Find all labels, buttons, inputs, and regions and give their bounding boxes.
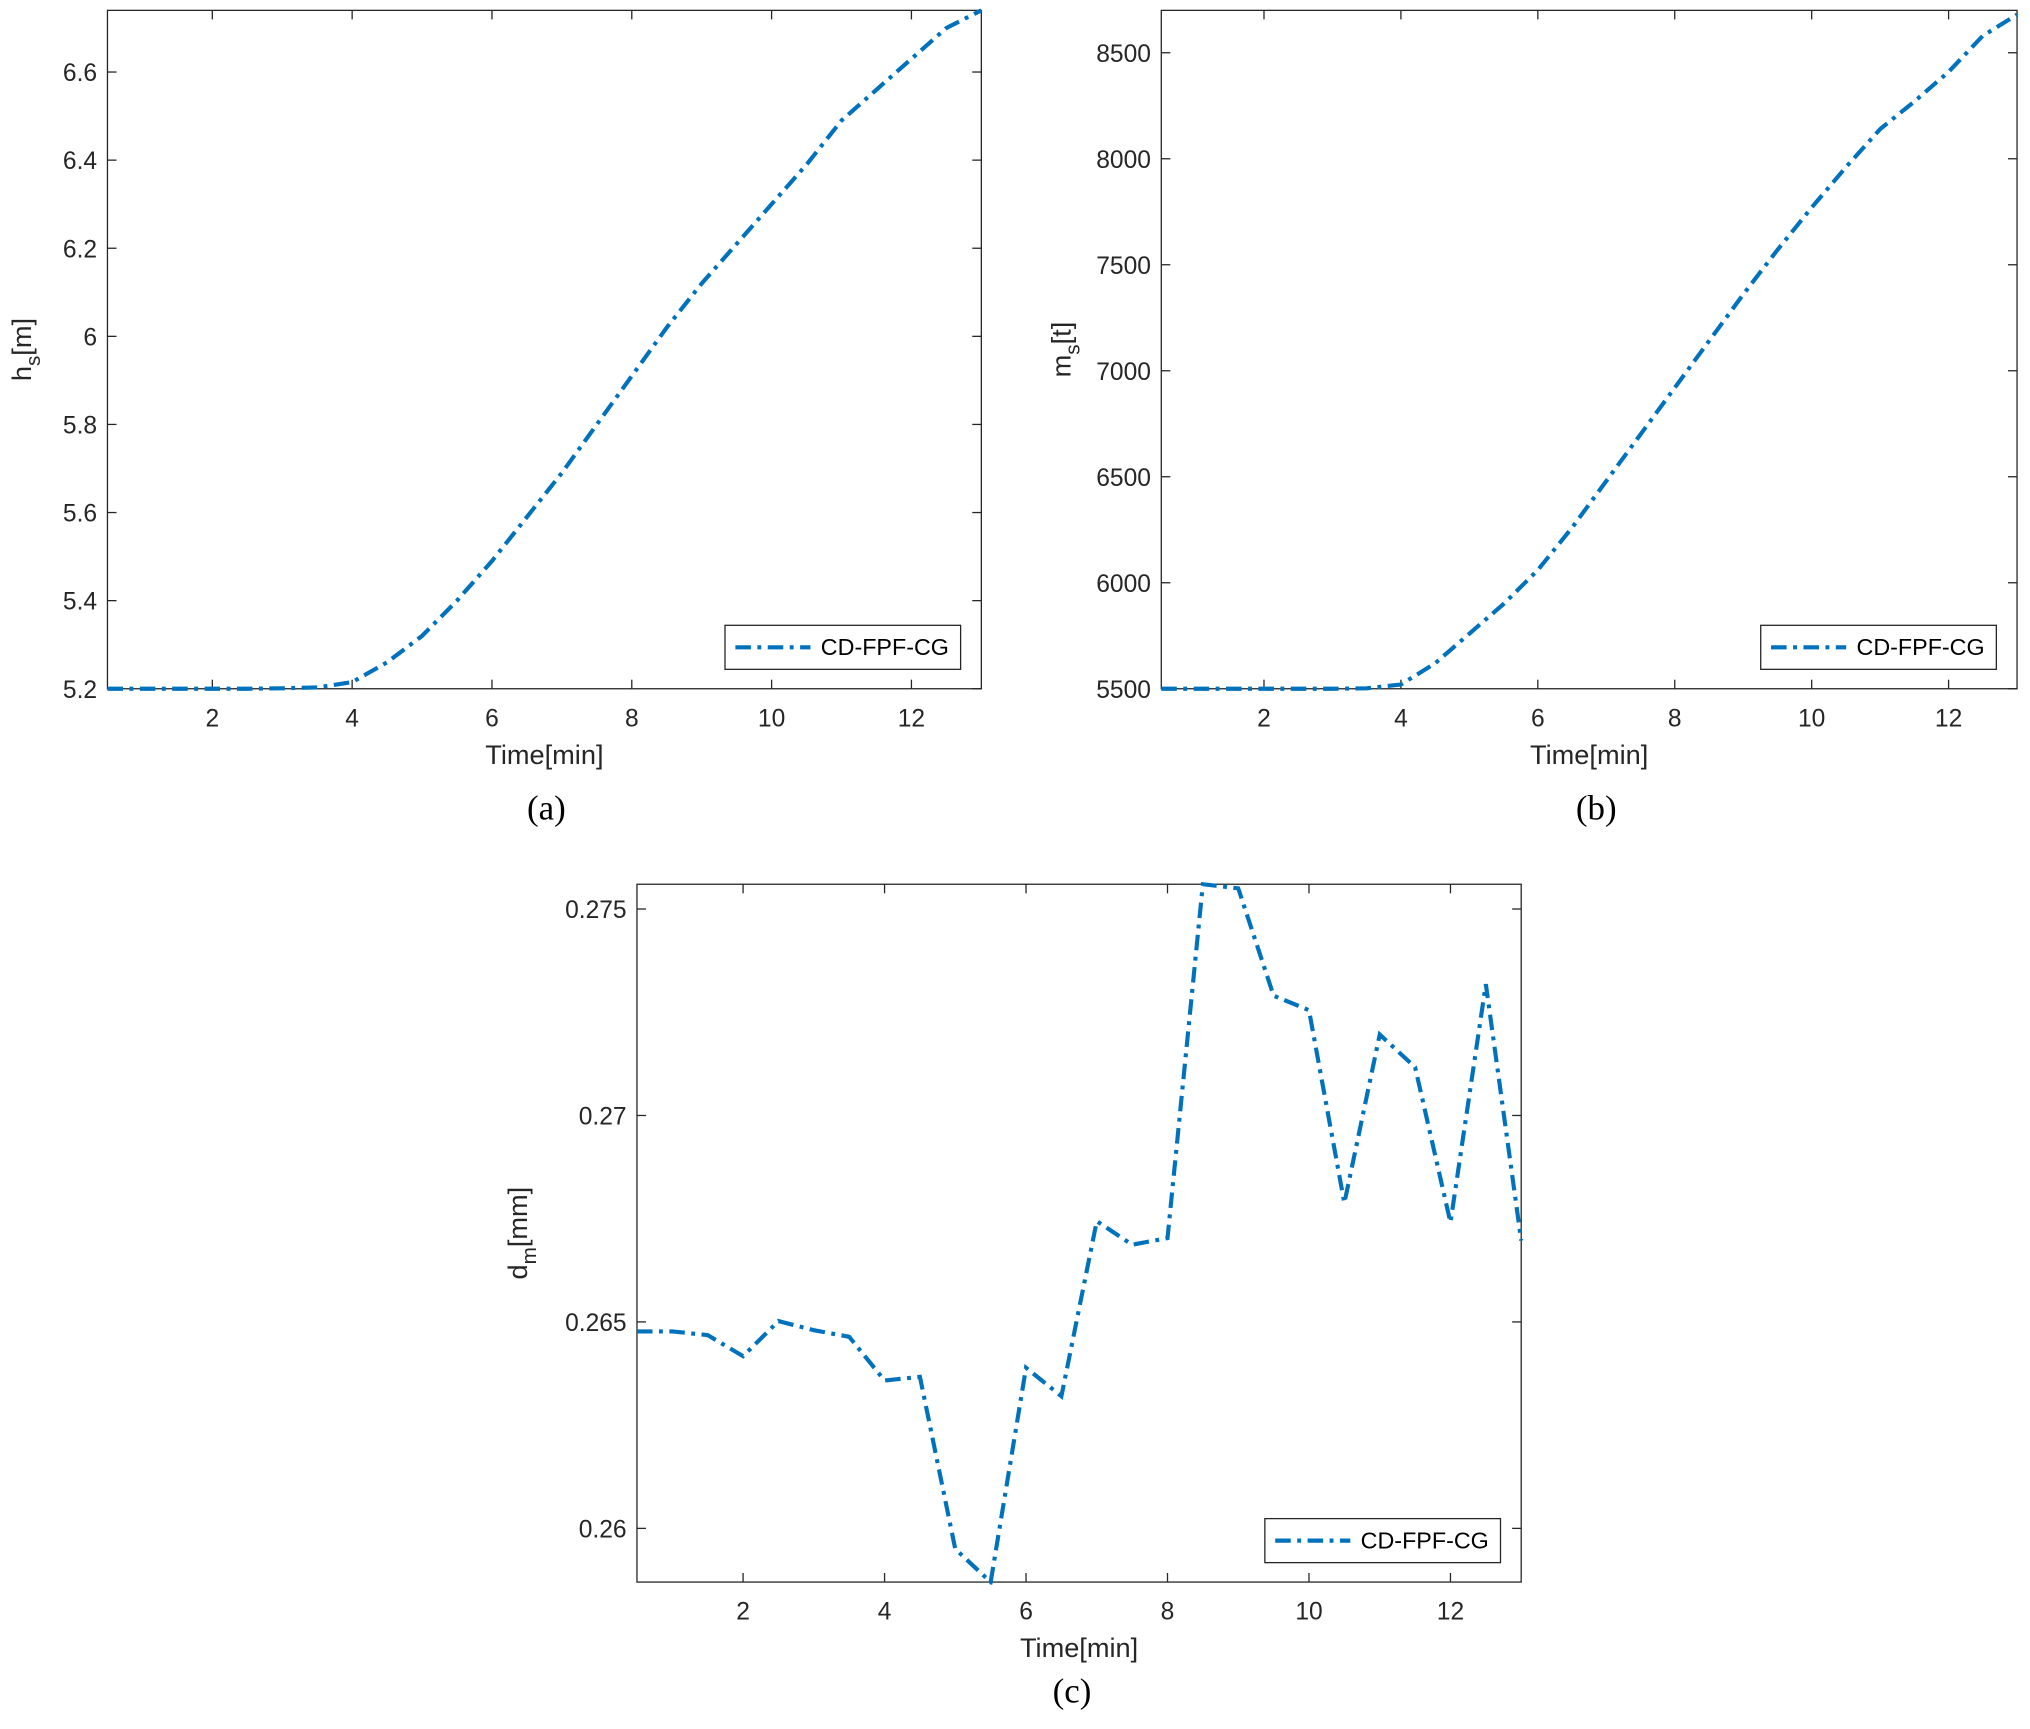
y-label-subscript: m	[518, 1247, 541, 1264]
y-label-unit: [mm]	[502, 1187, 533, 1247]
x-tick-label: 6	[1019, 1599, 1033, 1626]
y-label-unit: [m]	[6, 318, 37, 356]
y-label-base: d	[502, 1264, 533, 1279]
y-tick-label: 6.4	[63, 148, 97, 175]
y-tick-label: 6000	[1096, 571, 1151, 598]
legend-box	[724, 624, 962, 670]
y-tick-label: 7000	[1096, 359, 1151, 386]
y-tick-label: 6.2	[63, 236, 97, 263]
y-tick-label: 6500	[1096, 465, 1151, 492]
y-tick-label: 8000	[1096, 147, 1151, 174]
y-tick-label: 0.265	[565, 1310, 627, 1337]
x-tick-label: 12	[1935, 705, 1962, 732]
x-axis-label: Time[min]	[1020, 1632, 1138, 1663]
y-tick-label: 5500	[1096, 677, 1151, 704]
y-tick-label: 7500	[1096, 253, 1151, 280]
x-tick-label: 4	[1394, 705, 1408, 732]
x-tick-label: 8	[1161, 1599, 1175, 1626]
y-label-base: h	[6, 366, 37, 381]
x-tick-label: 4	[345, 705, 359, 732]
plot-area	[106, 9, 982, 690]
x-tick-label: 4	[878, 1599, 892, 1626]
x-tick-label: 8	[1668, 705, 1682, 732]
y-tick-label: 8500	[1096, 41, 1151, 68]
legend-box	[1264, 1517, 1502, 1564]
x-tick-label: 6	[1531, 705, 1545, 732]
y-axis-label: ms[t]	[1046, 322, 1085, 378]
x-tick-label: 2	[205, 705, 219, 732]
x-axis-label: Time[min]	[485, 739, 603, 770]
chart-panel: 2 4 6 8 10 12 0.26 0.265 0.27 0.275 Time[min] dm[mm…	[502, 881, 1524, 1710]
chart-panel: 2 4 6 8 10 12 5.2 5.4 5.6 5.8 6 6.2 6.4 6.6 Time[min] h…	[6, 8, 983, 828]
chart-panel: 2 4 6 8 10 12 5500 6000 6500 7000 7500 8000 8500 Time…	[1046, 9, 2019, 828]
legend-label: CD-FPF-CG	[821, 634, 949, 660]
x-axis-label: Time[min]	[1530, 739, 1648, 770]
y-label-unit: [t]	[1046, 322, 1077, 345]
caption: (b)	[1576, 789, 1617, 828]
x-tick-label: 2	[736, 1599, 750, 1626]
x-tick-label: 12	[1437, 1599, 1464, 1626]
legend-label: CD-FPF-CG	[1361, 1527, 1489, 1553]
y-tick-label: 6.6	[63, 60, 97, 87]
y-tick-label: 0.27	[579, 1104, 627, 1131]
x-tick-label: 8	[625, 705, 639, 732]
x-tick-label: 10	[1798, 705, 1825, 732]
data-line	[107, 8, 983, 691]
y-axis-label: dm[mm]	[502, 1187, 541, 1280]
plot-area	[1160, 9, 2018, 690]
plot-area	[636, 883, 1522, 1583]
x-tick-label: 10	[1295, 1599, 1322, 1626]
y-label-subscript: s	[1062, 344, 1085, 354]
data-line	[1161, 12, 2019, 691]
y-tick-label: 5.6	[63, 501, 97, 528]
x-tick-label: 6	[485, 705, 499, 732]
caption: (c)	[1053, 1671, 1092, 1710]
y-tick-label: 0.26	[579, 1516, 627, 1543]
caption: (a)	[527, 789, 566, 828]
y-label-base: m	[1046, 355, 1077, 378]
y-label-subscript: s	[22, 356, 45, 366]
y-tick-label: 5.8	[63, 413, 97, 440]
data-line	[636, 881, 1524, 1585]
y-tick-label: 5.2	[63, 677, 97, 704]
legend-label: CD-FPF-CG	[1857, 634, 1985, 660]
legend-box	[1760, 624, 1997, 670]
y-tick-label: 5.4	[63, 589, 97, 616]
x-tick-label: 2	[1257, 705, 1271, 732]
x-tick-label: 12	[898, 705, 925, 732]
y-tick-label: 6	[83, 324, 97, 351]
x-tick-label: 10	[758, 705, 785, 732]
y-axis-label: hs[m]	[6, 318, 45, 381]
y-tick-label: 0.275	[565, 897, 627, 924]
